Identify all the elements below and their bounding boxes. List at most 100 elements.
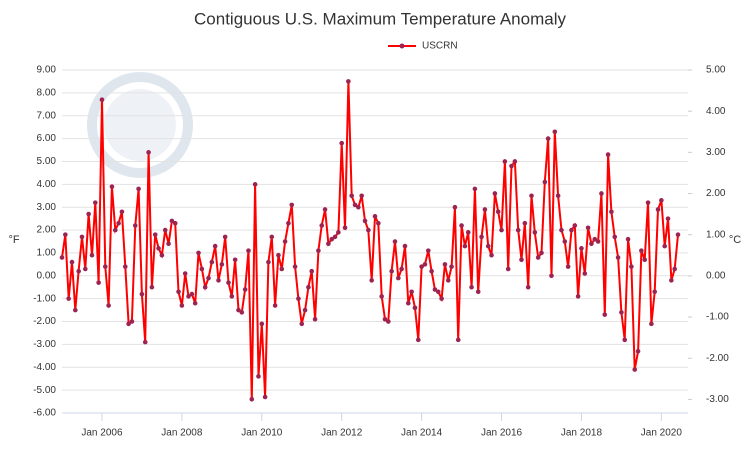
point <box>319 223 325 228</box>
point <box>465 230 471 235</box>
point <box>122 264 128 269</box>
y-tick-label: -1.00 <box>33 293 56 304</box>
point <box>485 243 491 249</box>
point <box>402 243 408 249</box>
point <box>172 220 178 226</box>
y-axis-label: °F <box>8 234 19 246</box>
point <box>545 136 551 141</box>
point <box>572 223 578 228</box>
point <box>259 321 265 327</box>
point <box>609 209 614 215</box>
point <box>522 220 528 226</box>
point <box>349 193 354 199</box>
point <box>246 248 251 253</box>
point <box>569 227 574 233</box>
point <box>539 250 544 256</box>
point <box>289 202 295 208</box>
point <box>559 227 564 233</box>
point <box>592 236 598 242</box>
point <box>192 300 198 306</box>
point <box>549 273 554 279</box>
point <box>332 234 338 240</box>
legend-label: USCRN <box>422 41 458 52</box>
y2-tick-label: 1.00 <box>706 229 726 240</box>
point <box>372 214 378 219</box>
point <box>599 191 604 196</box>
point <box>619 310 624 315</box>
y2-tick-label: 5.00 <box>706 65 726 76</box>
point <box>672 266 677 272</box>
point <box>602 312 608 317</box>
y-tick-label: -2.00 <box>33 316 56 327</box>
y2-tick-label: 3.00 <box>706 147 726 158</box>
point <box>219 262 225 267</box>
point <box>505 266 511 272</box>
point <box>176 289 181 295</box>
y-tick-label: 5.00 <box>37 156 57 167</box>
point <box>665 216 671 221</box>
point <box>615 255 621 260</box>
x-tick-label: Jan 2018 <box>561 428 603 439</box>
point <box>445 278 451 283</box>
watermark <box>87 72 193 178</box>
point <box>63 232 68 237</box>
point <box>579 246 584 251</box>
point <box>196 250 201 256</box>
point <box>359 193 364 199</box>
point <box>552 129 558 135</box>
point <box>589 241 594 247</box>
point <box>299 321 305 327</box>
point <box>482 207 488 212</box>
point <box>286 220 291 226</box>
point <box>555 193 561 199</box>
point <box>146 150 151 155</box>
point <box>585 225 591 231</box>
point <box>339 140 345 146</box>
point <box>652 289 658 295</box>
y-tick-label: 8.00 <box>37 88 57 99</box>
point <box>216 278 221 283</box>
point <box>532 230 538 235</box>
point <box>86 211 91 217</box>
point <box>129 319 135 324</box>
point <box>329 236 335 242</box>
y-tick-label: 6.00 <box>37 133 57 144</box>
point <box>455 337 461 343</box>
point <box>639 248 644 253</box>
point <box>612 234 618 240</box>
chart-title: Contiguous U.S. Maximum Temperature Anom… <box>194 9 566 28</box>
point <box>89 252 95 258</box>
point <box>605 152 611 157</box>
point <box>159 252 165 258</box>
point <box>322 207 328 212</box>
point <box>425 248 431 253</box>
y-tick-label: -6.00 <box>33 408 56 419</box>
point <box>392 239 398 244</box>
point <box>565 264 571 269</box>
point <box>116 220 121 226</box>
point <box>182 271 188 276</box>
y-tick-label: -4.00 <box>33 362 56 373</box>
point <box>669 278 674 283</box>
point <box>419 264 424 269</box>
y-tick-label: 2.00 <box>37 225 57 236</box>
y-tick-label: 4.00 <box>37 179 57 190</box>
point <box>202 284 208 290</box>
y-tick-label: 3.00 <box>37 202 57 213</box>
legend-marker <box>399 43 405 49</box>
point <box>635 348 641 354</box>
point <box>622 337 628 343</box>
point <box>386 319 391 324</box>
point <box>106 303 111 308</box>
point <box>659 198 664 203</box>
point <box>309 268 315 274</box>
point <box>212 243 218 249</box>
point <box>512 159 518 164</box>
point <box>252 182 258 187</box>
point <box>629 264 634 269</box>
point <box>655 207 661 212</box>
point <box>379 294 384 299</box>
point <box>152 232 158 237</box>
y-tick-label: 9.00 <box>37 65 57 76</box>
